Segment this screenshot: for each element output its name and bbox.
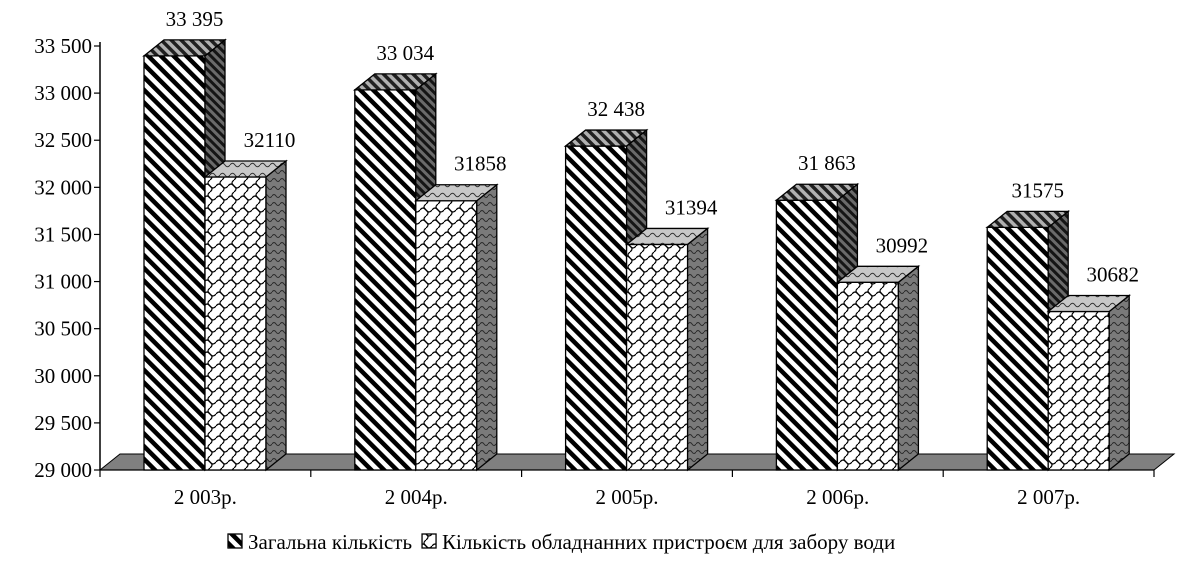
data-label: 31 863 (798, 151, 856, 175)
data-label: 31858 (454, 152, 507, 176)
y-tick-label: 33 000 (34, 81, 92, 105)
y-tick-label: 32 500 (34, 128, 92, 152)
x-tick-label: 2 003р. (174, 485, 237, 509)
data-label: 32 438 (587, 97, 645, 121)
x-tick-label: 2 005р. (596, 485, 659, 509)
y-tick-label: 29 000 (34, 458, 92, 482)
legend: Загальна кількість Кількість обладнанних … (227, 530, 895, 554)
y-tick-label: 31 000 (34, 270, 92, 294)
y-tick-label: 32 000 (34, 175, 92, 199)
y-tick-label: 29 500 (34, 411, 92, 435)
y-tick-label: 33 500 (34, 34, 92, 58)
data-label: 33 395 (166, 7, 224, 31)
y-tick-label: 30 500 (34, 317, 92, 341)
data-label: 31394 (665, 195, 718, 219)
legend-label: Загальна кількість (248, 530, 412, 554)
x-tick-label: 2 007р. (1017, 485, 1080, 509)
legend-swatch (421, 533, 437, 549)
data-label: 32110 (244, 128, 296, 152)
legend-item: Кількість обладнанних пристроєм для забо… (421, 530, 895, 554)
bar-equipped (624, 227, 710, 472)
data-labels: 33 395 32110 33 034 31858 32 438 31394 31 863 3… (166, 7, 1139, 287)
bar-equipped (1046, 294, 1132, 472)
bar-equipped (835, 264, 921, 472)
legend-item: Загальна кількість (227, 530, 412, 554)
x-tick-label: 2 006р. (806, 485, 869, 509)
bar-equipped (203, 159, 288, 472)
y-axis: 29 000 29 500 30 000 30 500 31 000 31 500 32 0… (34, 34, 101, 482)
legend-swatch (227, 533, 243, 549)
bars (142, 38, 1132, 472)
legend-label: Кількість обладнанних пристроєм для забо… (442, 530, 895, 554)
y-tick-label: 30 000 (34, 364, 92, 388)
y-tick-label: 31 500 (34, 222, 92, 246)
x-axis: 2 003р. 2 004р. 2 005р. 2 006р. 2 007р. (99, 469, 1155, 509)
bar-equipped (413, 183, 499, 472)
x-tick-label: 2 004р. (385, 485, 448, 509)
data-label: 30682 (1086, 263, 1139, 287)
data-label: 33 034 (376, 41, 434, 65)
data-label: 30992 (876, 233, 929, 257)
data-label: 31575 (1011, 178, 1064, 202)
